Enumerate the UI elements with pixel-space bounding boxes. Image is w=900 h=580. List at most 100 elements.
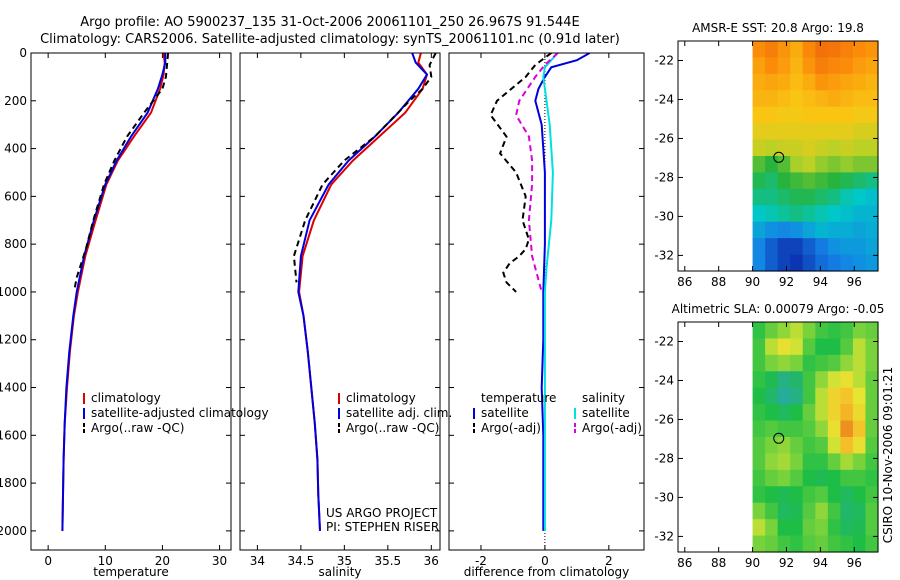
heatmap-cell — [852, 254, 867, 272]
heatmap-cell — [815, 535, 829, 553]
heatmap-cell — [777, 322, 791, 340]
heatmap-cell — [752, 387, 766, 405]
y-tick-label: -28 — [654, 451, 674, 465]
heatmap-cell — [815, 221, 829, 239]
heatmap-cell — [752, 453, 766, 471]
x-axis-label: salinity — [318, 565, 361, 579]
heatmap-cell — [827, 57, 841, 75]
heatmap-cell — [840, 502, 854, 520]
heatmap-cell — [865, 57, 879, 75]
map-title: AMSR-E SST: 20.8 Argo: 19.8 — [692, 21, 864, 35]
heatmap-cell — [840, 519, 854, 537]
heatmap-cell — [865, 205, 879, 223]
heatmap-cell — [815, 519, 829, 537]
heatmap-cell — [827, 73, 841, 91]
heatmap-cell — [840, 57, 854, 75]
heatmap-cell — [777, 502, 791, 520]
heatmap-cell — [865, 156, 879, 174]
heatmap-cell — [777, 73, 791, 91]
legend-right-item-label: salinity — [582, 391, 625, 405]
heatmap-cell — [752, 90, 766, 108]
heatmap-cell — [865, 338, 879, 356]
heatmap-cell — [815, 238, 829, 256]
heatmap-cell — [777, 106, 791, 124]
heatmap-cell — [852, 354, 867, 372]
y-tick-label: -32 — [654, 529, 674, 543]
heatmap-cell — [790, 73, 804, 91]
heatmap-cell — [840, 139, 854, 157]
heatmap-cell — [815, 57, 829, 75]
heatmap-cell — [827, 502, 841, 520]
heatmap-cell — [865, 354, 879, 372]
heatmap-cell — [852, 437, 867, 455]
series-line-salinity-argo-adj- — [515, 53, 559, 293]
legend-left-item-label: Argo(-adj) — [481, 421, 541, 435]
heatmap-cell — [852, 238, 867, 256]
heatmap-cell — [852, 387, 867, 405]
y-tick-label: -28 — [654, 170, 674, 184]
heatmap-cell — [852, 420, 867, 438]
heatmap-cell — [815, 387, 829, 405]
heatmap-cell — [765, 437, 779, 455]
y-tick-label: -32 — [654, 248, 674, 262]
heatmap-cell — [765, 420, 779, 438]
legend-item-label: Argo(..raw -QC) — [91, 421, 184, 435]
heatmap-cell — [840, 437, 854, 455]
pi-label: PI: STEPHEN RISER — [326, 520, 439, 534]
series-group — [292, 53, 437, 531]
x-tick-label: 34 — [250, 554, 265, 568]
heatmap-cell — [790, 535, 804, 553]
heatmap-cell — [827, 90, 841, 108]
heatmap-cell — [777, 41, 791, 59]
heatmap-cell — [802, 254, 816, 272]
heatmap-cell — [752, 502, 766, 520]
heatmap-cell — [865, 123, 879, 141]
legend-item-label: Argo(..raw -QC) — [346, 421, 439, 435]
heatmap-cell — [765, 535, 779, 553]
x-tick-label: 86 — [677, 275, 692, 289]
heatmap-cell — [827, 453, 841, 471]
heatmap-cell — [765, 404, 779, 422]
heatmap-cell — [840, 90, 854, 108]
series-line-climatology — [61, 53, 166, 531]
heatmap-cell — [840, 106, 854, 124]
heatmap-cell — [865, 322, 879, 340]
heatmap-cell — [765, 254, 779, 272]
heatmap-cell — [815, 486, 829, 504]
heatmap-cell — [865, 486, 879, 504]
heatmap-cell — [777, 404, 791, 422]
heatmap-cell — [752, 188, 766, 206]
heatmap-cell — [840, 453, 854, 471]
series-line-temperature-argo-adj- — [489, 53, 552, 293]
legend-item-label: satellite adj. clim. — [346, 406, 452, 420]
heatmap-cell — [752, 221, 766, 239]
heatmap-cell — [865, 41, 879, 59]
heatmap-cell — [752, 371, 766, 389]
x-tick-label: 96 — [847, 556, 862, 570]
heatmap-cell — [815, 371, 829, 389]
heatmap-cell — [865, 139, 879, 157]
heatmap-cell — [865, 90, 879, 108]
heatmap-cell — [840, 404, 854, 422]
heatmap-cell — [815, 106, 829, 124]
heatmap-cell — [840, 73, 854, 91]
map-frame — [677, 40, 879, 272]
header-line-2: Climatology: CARS2006. Satellite-adjuste… — [40, 32, 620, 47]
y-tick-label: -30 — [654, 490, 674, 504]
header-line-1: Argo profile: AO 5900237_135 31-Oct-2006… — [80, 15, 579, 30]
heatmap-cell — [840, 188, 854, 206]
heatmap-cell — [790, 205, 804, 223]
heatmap-cell — [865, 502, 879, 520]
heatmap-cell — [827, 535, 841, 553]
y-tick-label: 200 — [4, 94, 27, 108]
heatmap-cell — [852, 172, 867, 190]
heatmap-cell — [752, 338, 766, 356]
heatmap-cell — [827, 354, 841, 372]
heatmap-cell — [765, 453, 779, 471]
heatmap-cell — [765, 221, 779, 239]
heatmap-cell — [827, 420, 841, 438]
map-title: Altimetric SLA: 0.00079 Argo: -0.05 — [672, 302, 885, 316]
heatmap-cell — [852, 453, 867, 471]
heatmap-cell — [815, 469, 829, 487]
